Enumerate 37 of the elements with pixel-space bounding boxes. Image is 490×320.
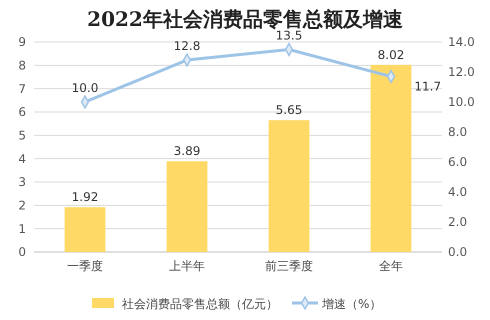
y2-tick-label: 10.0 (448, 95, 475, 110)
x-tick-label: 全年 (379, 259, 403, 273)
chart-title: 2022年社会消费品零售总额及增速 (87, 7, 403, 31)
y-tick-label: 2 (18, 198, 26, 213)
y-tick-label: 7 (18, 82, 26, 96)
x-tick-label: 一季度 (67, 259, 103, 273)
legend-label: 增速（%） (321, 297, 382, 312)
y-tick-label: 6 (18, 105, 26, 120)
bar (64, 207, 106, 252)
y2-tick-label: 0.0 (448, 245, 468, 260)
bar (370, 64, 412, 252)
y-tick-label: 0 (18, 245, 26, 260)
bar (166, 161, 208, 252)
y-tick-label: 4 (18, 152, 26, 166)
x-tick-label: 前三季度 (265, 259, 313, 273)
y2-tick-label: 6.0 (448, 155, 468, 170)
data-label: 3.89 (174, 144, 200, 158)
data-label: 11.7 (414, 80, 442, 94)
data-label: 8.02 (378, 48, 404, 62)
y-tick-label: 1 (18, 222, 26, 236)
y-tick-label: 8 (18, 58, 26, 73)
y2-tick-label: 14.0 (448, 35, 475, 50)
data-label: 13.5 (276, 28, 302, 42)
legend-label: 社会消费品零售总额（亿元） (122, 297, 278, 312)
data-label: 5.65 (276, 103, 302, 118)
y-tick-label: 5 (18, 128, 26, 143)
data-label: 1.92 (72, 190, 98, 204)
y-tick-label: 3 (18, 175, 26, 190)
data-label: 10.0 (72, 81, 98, 95)
y2-tick-label: 4.0 (448, 185, 468, 200)
y2-tick-label: 2.0 (448, 215, 468, 230)
y2-tick-label: 12.0 (448, 65, 475, 80)
bar (268, 120, 310, 252)
x-tick-label: 上半年 (169, 259, 205, 273)
y-tick-label: 9 (18, 35, 26, 50)
data-label: 12.8 (174, 39, 200, 53)
y2-tick-label: 8.0 (448, 125, 468, 140)
